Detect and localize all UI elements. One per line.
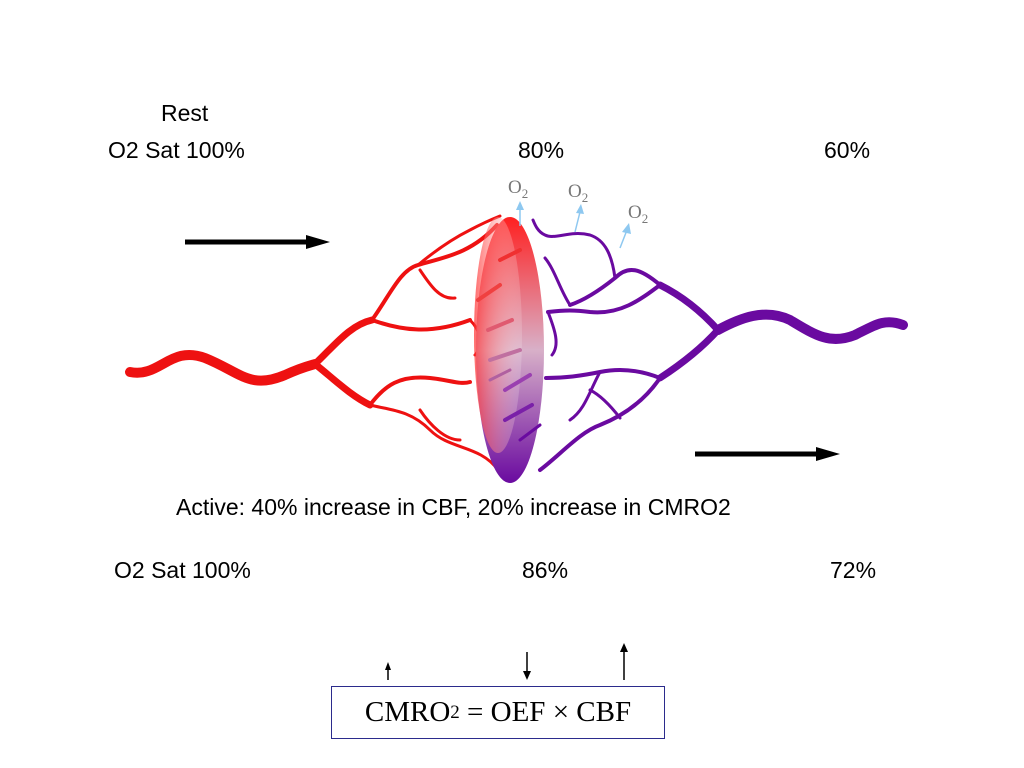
- cmro2-up-arrow: [385, 662, 391, 680]
- svg-text:O2: O2: [508, 177, 528, 201]
- rest-capillary-sat: 80%: [518, 137, 565, 163]
- venous-vessels: [531, 218, 908, 472]
- arterial-vessels: [125, 214, 502, 472]
- active-caption: Active: 40% increase in CBF, 20% increas…: [176, 494, 731, 520]
- capillary-bed-highlight: [474, 217, 522, 453]
- oef-down-arrow: [523, 652, 531, 680]
- capillary-segments: [476, 248, 542, 442]
- flow-arrow-out: [695, 447, 840, 461]
- equation-rest: = OEF × CBF: [459, 696, 632, 728]
- svg-text:O2: O2: [628, 202, 648, 226]
- equation-cmro-subscript: 2: [450, 701, 460, 723]
- active-venous-sat: 72%: [830, 557, 877, 583]
- active-o2-sat-label: O2 Sat 100%: [114, 557, 251, 583]
- flow-arrow-in: [185, 235, 330, 249]
- cmro2-equation-box: CMRO 2 = OEF × CBF: [331, 686, 665, 739]
- cbf-up-arrow: [620, 643, 628, 680]
- o2-marker-1: O2: [508, 177, 528, 226]
- o2-marker-3: O2: [619, 202, 648, 249]
- rest-venous-sat: 60%: [824, 137, 871, 163]
- active-capillary-sat: 86%: [522, 557, 569, 583]
- rest-label: Rest: [161, 100, 209, 126]
- svg-text:O2: O2: [568, 181, 588, 205]
- rest-o2-sat-label: O2 Sat 100%: [108, 137, 245, 163]
- equation-cmro: CMRO: [364, 696, 451, 728]
- o2-marker-2: O2: [568, 181, 588, 233]
